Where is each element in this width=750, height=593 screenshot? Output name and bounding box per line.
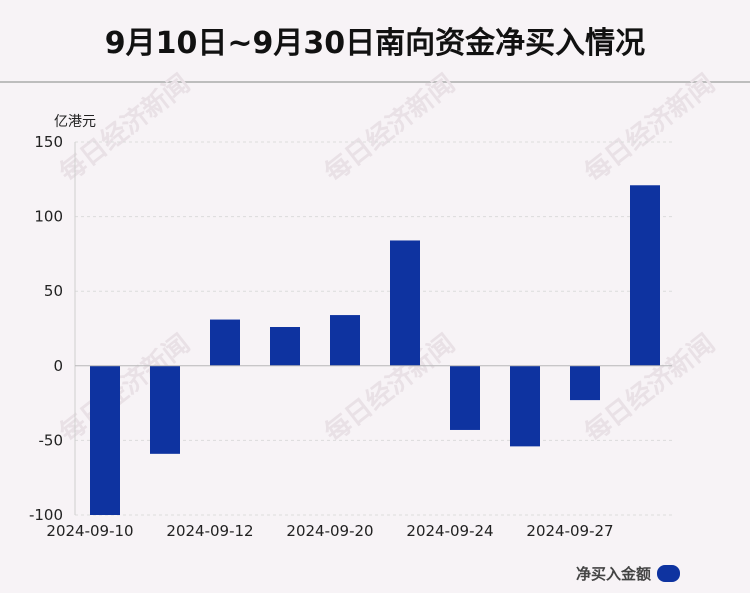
legend-label: 净买入金额	[576, 565, 652, 583]
y-tick-label: 50	[44, 282, 63, 300]
x-tick-label: 2024-09-27	[526, 522, 613, 540]
x-tick-label: 2024-09-24	[406, 522, 493, 540]
bar	[570, 365, 600, 401]
y-tick-label: -50	[39, 431, 64, 449]
bar	[210, 319, 240, 366]
legend: 净买入金额	[576, 563, 681, 584]
chart-title: 9月10日~9月30日南向资金净买入情况	[104, 26, 646, 61]
bar	[90, 365, 120, 515]
bar	[450, 365, 480, 430]
y-tick-label: 100	[34, 208, 63, 226]
y-tick-label: -100	[29, 506, 63, 524]
title-divider	[0, 81, 750, 83]
legend-swatch	[657, 565, 681, 582]
bar	[270, 327, 300, 366]
x-tick-label: 2024-09-10	[46, 522, 133, 540]
bar	[510, 365, 540, 447]
y-axis-unit-label: 亿港元	[54, 114, 96, 130]
y-tick-label: 0	[53, 357, 63, 375]
bar	[330, 315, 360, 366]
bar	[630, 185, 660, 366]
bar	[150, 365, 180, 454]
x-tick-label: 2024-09-20	[286, 522, 373, 540]
bar	[390, 240, 420, 366]
watermark-text: 每日经济新闻	[319, 68, 461, 188]
y-tick-label: 150	[34, 133, 63, 151]
x-tick-label: 2024-09-12	[166, 522, 253, 540]
watermark-text: 每日经济新闻	[579, 68, 721, 188]
